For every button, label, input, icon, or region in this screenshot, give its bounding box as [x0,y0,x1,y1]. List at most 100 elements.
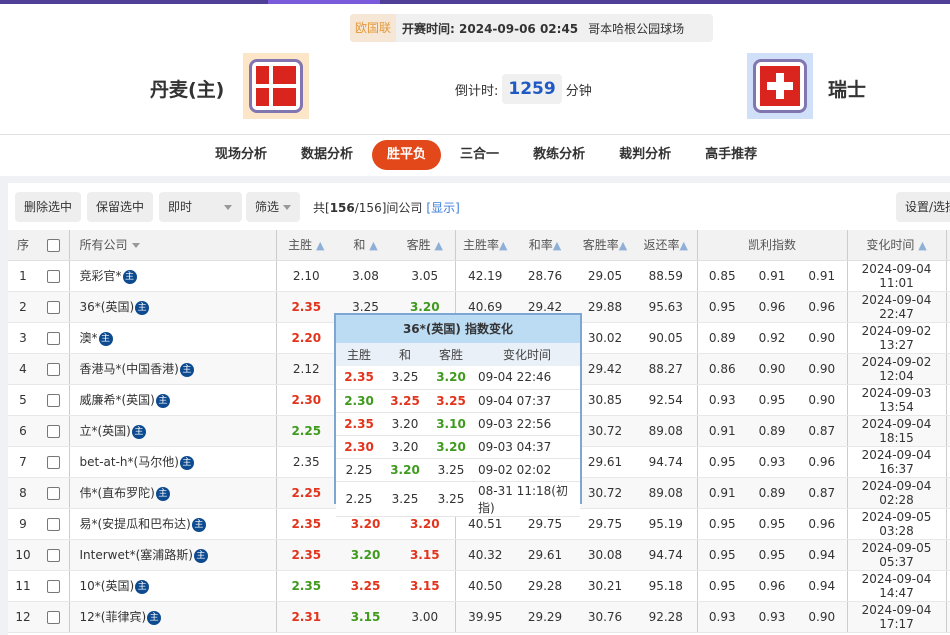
tab-expert-picks[interactable]: 高手推荐 [705,147,758,162]
row-checkbox[interactable] [46,424,60,438]
row-select[interactable] [38,353,69,385]
col-away-rate[interactable]: 客胜率▲ [575,230,635,261]
company-name[interactable]: 竞彩官* [79,269,122,283]
company-cell[interactable]: 12*(菲律宾) 主 [68,601,276,633]
company-name[interactable]: 伟*(直布罗陀) [79,486,155,500]
change-time[interactable]: 2024-09-04 14:47 [846,570,947,602]
company-cell[interactable]: 威廉希*(英国) 主 [68,384,276,416]
company-name[interactable]: 易*(安提瓜和巴布达) [79,517,191,531]
company-cell[interactable]: 伟*(直布罗陀) 主 [68,477,276,509]
settings-button[interactable]: 设置/选择 [896,192,950,222]
home-badge-icon: 主 [131,424,146,439]
company-cell[interactable]: 香港马*(中国香港) 主 [68,353,276,385]
tab-data-analysis[interactable]: 数据分析 [301,147,354,162]
row-checkbox[interactable] [46,455,60,469]
table-row[interactable]: 1 竞彩官* 主 2.10 3.08 3.05 42.19 28.76 29.05 88.59 0.… [8,260,950,292]
company-cell[interactable]: bet-at-h*(马尔他) 主 [68,446,276,478]
tab-coach-analysis[interactable]: 教练分析 [533,147,586,162]
col-draw[interactable]: 和 ▲ [336,230,395,261]
change-time[interactable]: 2024-09-04 16:37 [846,446,947,478]
tab-live-analysis[interactable]: 现场分析 [215,147,268,162]
home-team-flag[interactable] [243,53,309,119]
filter-dropdown[interactable]: 筛选 [246,192,301,222]
company-name[interactable]: bet-at-h*(马尔他) [79,455,179,469]
select-all-checkbox[interactable] [46,238,60,252]
row-checkbox[interactable] [46,393,60,407]
company-name[interactable]: 10*(英国) [79,579,135,593]
company-cell[interactable]: 36*(英国) 主 [68,291,276,323]
row-no: 11 [8,570,38,602]
row-checkbox[interactable] [46,517,60,531]
change-time[interactable]: 2024-09-05 03:28 [846,508,947,540]
table-row[interactable]: 9 易*(安提瓜和巴布达) 主 2.35 3.20 3.20 40.51 29.75 29.75… [8,508,950,540]
company-name[interactable]: 36*(英国) [79,300,135,314]
row-select[interactable] [38,260,69,292]
keep-selected-button[interactable]: 保留选中 [87,192,154,222]
row-checkbox[interactable] [46,300,60,314]
col-draw-rate[interactable]: 和率▲ [515,230,575,261]
row-select[interactable] [38,384,69,416]
row-checkbox[interactable] [46,269,60,283]
company-name[interactable]: 香港马*(中国香港) [79,362,179,376]
away-team-name[interactable]: 瑞士 [828,79,867,101]
row-checkbox[interactable] [46,548,60,562]
company-cell[interactable]: 澳* 主 [68,322,276,354]
company-cell[interactable]: Interwet*(塞浦路斯) 主 [68,539,276,571]
row-select[interactable] [38,508,69,540]
company-name[interactable]: 12*(菲律宾) [79,610,147,624]
company-name[interactable]: Interwet*(塞浦路斯) [79,548,193,562]
col-time[interactable]: 变化时间 ▲ [846,230,947,261]
col-return-rate[interactable]: 返还率▲ [635,230,697,261]
tab-win-draw-loss[interactable]: 胜平负 [372,140,442,170]
row-select[interactable] [38,415,69,447]
company-name[interactable]: 威廉希*(英国) [79,393,155,407]
row-checkbox[interactable] [46,486,60,500]
row-select[interactable] [38,477,69,509]
row-select[interactable] [38,570,69,602]
change-time[interactable]: 2024-09-05 05:37 [846,539,947,571]
row-select[interactable] [38,539,69,571]
row-checkbox[interactable] [46,331,60,345]
row-select[interactable] [38,446,69,478]
tab-three-in-one[interactable]: 三合一 [460,147,500,162]
table-row[interactable]: 10 Interwet*(塞浦路斯) 主 2.35 3.20 3.15 40.32 29.61… [8,539,950,571]
return-rate: 92.28 [635,601,697,633]
league-tag[interactable]: 欧国联 [350,14,397,42]
company-cell[interactable]: 易*(安提瓜和巴布达) 主 [68,508,276,540]
row-select[interactable] [38,601,69,633]
home-odds-value: 2.35 [292,454,320,469]
change-time[interactable]: 2024-09-04 22:47 [846,291,947,323]
row-checkbox[interactable] [46,610,60,624]
row-checkbox[interactable] [46,579,60,593]
change-time[interactable]: 2024-09-02 13:27 [846,322,947,354]
home-odds: 2.10 [275,260,336,292]
away-team-flag[interactable] [747,53,813,119]
delete-selected-button[interactable]: 删除选中 [15,192,82,222]
col-away[interactable]: 客胜 ▲ [395,230,455,261]
show-link[interactable]: [显示] [426,201,460,215]
change-time[interactable]: 2024-09-04 02:28 [846,477,947,509]
col-company[interactable]: 所有公司 [68,230,276,261]
home-team-name[interactable]: 丹麦(主) [150,79,225,101]
company-cell[interactable]: 立*(英国) 主 [68,415,276,447]
table-row[interactable]: 12 12*(菲律宾) 主 2.31 3.15 3.00 39.95 29.29 30.76 92… [8,601,950,633]
col-home-rate[interactable]: 主胜率▲ [454,230,515,261]
col-select-all[interactable] [38,230,69,261]
change-time[interactable]: 2024-09-03 13:54 [846,384,947,416]
row-select[interactable] [38,322,69,354]
change-time[interactable]: 2024-09-04 11:01 [846,260,947,292]
table-row[interactable]: 11 10*(英国) 主 2.35 3.25 3.15 40.50 29.28 30.21 95.… [8,570,950,602]
col-home[interactable]: 主胜 ▲ [275,230,336,261]
company-name[interactable]: 立*(英国) [79,424,131,438]
company-cell[interactable]: 竞彩官* 主 [68,260,276,292]
company-name[interactable]: 澳* [79,331,98,345]
change-time[interactable]: 2024-09-04 17:17 [846,601,947,633]
tab-referee-analysis[interactable]: 裁判分析 [619,147,672,162]
mode-select[interactable]: 即时 [159,192,242,222]
countdown-label: 倒计时: [455,83,499,99]
change-time[interactable]: 2024-09-04 18:15 [846,415,947,447]
company-cell[interactable]: 10*(英国) 主 [68,570,276,602]
row-select[interactable] [38,291,69,323]
change-time[interactable]: 2024-09-02 12:04 [846,353,947,385]
row-checkbox[interactable] [46,362,60,376]
